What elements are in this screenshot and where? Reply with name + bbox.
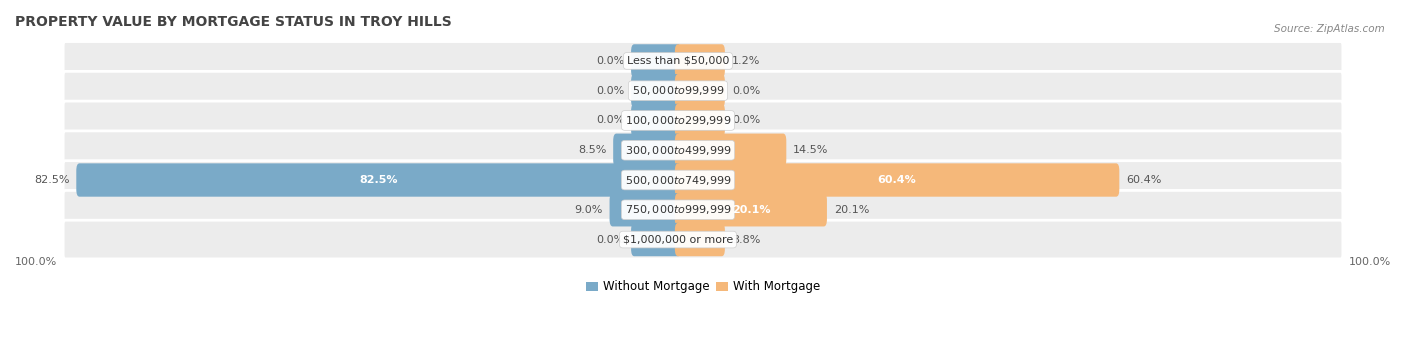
FancyBboxPatch shape <box>631 104 681 137</box>
Text: 1.2%: 1.2% <box>731 56 761 66</box>
Text: $300,000 to $499,999: $300,000 to $499,999 <box>624 144 731 157</box>
Text: 20.1%: 20.1% <box>834 205 869 215</box>
Text: Less than $50,000: Less than $50,000 <box>627 56 730 66</box>
Text: 0.0%: 0.0% <box>596 116 624 125</box>
Text: 0.0%: 0.0% <box>596 235 624 244</box>
FancyBboxPatch shape <box>63 131 1343 170</box>
FancyBboxPatch shape <box>675 193 827 226</box>
Text: 60.4%: 60.4% <box>877 175 917 185</box>
Text: 20.1%: 20.1% <box>731 205 770 215</box>
Text: $100,000 to $299,999: $100,000 to $299,999 <box>624 114 731 127</box>
FancyBboxPatch shape <box>675 74 725 107</box>
FancyBboxPatch shape <box>63 41 1343 80</box>
FancyBboxPatch shape <box>675 134 786 167</box>
FancyBboxPatch shape <box>610 193 681 226</box>
Text: $500,000 to $749,999: $500,000 to $749,999 <box>624 173 731 187</box>
Text: 0.0%: 0.0% <box>731 86 761 96</box>
FancyBboxPatch shape <box>631 223 681 256</box>
Text: $750,000 to $999,999: $750,000 to $999,999 <box>624 203 731 216</box>
FancyBboxPatch shape <box>631 44 681 78</box>
FancyBboxPatch shape <box>613 134 681 167</box>
Text: 82.5%: 82.5% <box>360 175 398 185</box>
Text: 9.0%: 9.0% <box>574 205 603 215</box>
Text: 82.5%: 82.5% <box>34 175 69 185</box>
Text: 8.5%: 8.5% <box>578 145 606 155</box>
FancyBboxPatch shape <box>63 71 1343 110</box>
Text: 0.0%: 0.0% <box>731 116 761 125</box>
Text: 100.0%: 100.0% <box>1348 257 1391 267</box>
FancyBboxPatch shape <box>63 220 1343 259</box>
Legend: Without Mortgage, With Mortgage: Without Mortgage, With Mortgage <box>581 276 825 298</box>
FancyBboxPatch shape <box>675 223 725 256</box>
Text: 60.4%: 60.4% <box>1126 175 1161 185</box>
Text: 100.0%: 100.0% <box>15 257 58 267</box>
Text: $50,000 to $99,999: $50,000 to $99,999 <box>631 84 724 97</box>
Text: 0.0%: 0.0% <box>596 86 624 96</box>
Text: $1,000,000 or more: $1,000,000 or more <box>623 235 733 244</box>
FancyBboxPatch shape <box>63 190 1343 229</box>
FancyBboxPatch shape <box>675 163 1119 197</box>
Text: 3.8%: 3.8% <box>731 235 761 244</box>
FancyBboxPatch shape <box>63 161 1343 199</box>
FancyBboxPatch shape <box>631 74 681 107</box>
FancyBboxPatch shape <box>76 163 681 197</box>
Text: 0.0%: 0.0% <box>596 56 624 66</box>
Text: 14.5%: 14.5% <box>793 145 828 155</box>
FancyBboxPatch shape <box>63 101 1343 140</box>
FancyBboxPatch shape <box>675 44 725 78</box>
Text: Source: ZipAtlas.com: Source: ZipAtlas.com <box>1274 24 1385 34</box>
Text: PROPERTY VALUE BY MORTGAGE STATUS IN TROY HILLS: PROPERTY VALUE BY MORTGAGE STATUS IN TRO… <box>15 15 451 29</box>
FancyBboxPatch shape <box>675 104 725 137</box>
